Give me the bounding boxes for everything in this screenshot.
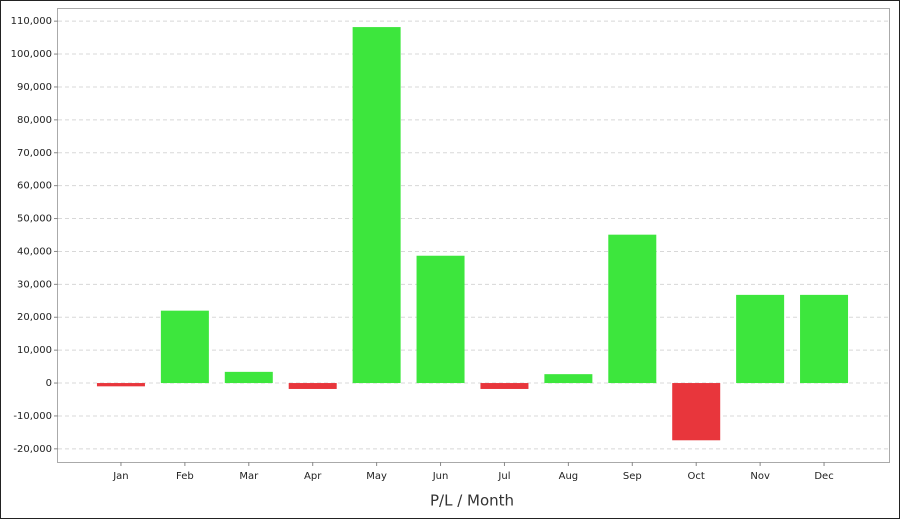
bar	[608, 234, 657, 384]
x-tick-label: Jun	[432, 471, 449, 482]
y-tick-label: 90,000	[17, 82, 52, 93]
x-tick-label: Jan	[112, 471, 128, 482]
bar	[544, 374, 593, 384]
y-tick-label: 0	[46, 378, 52, 389]
bar	[672, 383, 721, 441]
bar	[736, 294, 785, 384]
x-tick-label: Feb	[176, 471, 194, 482]
y-tick-label: 80,000	[17, 115, 52, 126]
bar	[96, 383, 145, 387]
y-tick-label: 110,000	[11, 16, 52, 27]
x-tick-label: Nov	[750, 471, 770, 482]
bar	[480, 383, 529, 389]
bar	[352, 27, 401, 384]
y-tick-label: 20,000	[17, 312, 52, 323]
bar	[288, 383, 337, 389]
x-tick-label: Apr	[304, 471, 322, 482]
x-tick-label: Mar	[239, 471, 259, 482]
y-tick-label: 70,000	[17, 148, 52, 159]
x-tick-label: Aug	[559, 471, 579, 482]
x-tick-label: Jul	[497, 471, 510, 482]
y-tick-label: 10,000	[17, 345, 52, 356]
x-tick-label: May	[366, 471, 387, 482]
y-tick-label: -20,000	[13, 444, 52, 455]
x-tick-label: Oct	[688, 471, 705, 482]
bar	[800, 294, 849, 384]
x-tick-label: Sep	[623, 471, 642, 482]
y-tick-label: 40,000	[17, 246, 52, 257]
x-tick-label: Dec	[814, 471, 833, 482]
bar	[224, 371, 273, 384]
y-tick-label: 60,000	[17, 181, 52, 192]
y-tick-label: -10,000	[13, 411, 52, 422]
plot-area	[57, 8, 890, 463]
bar	[416, 255, 465, 384]
bar	[160, 310, 209, 384]
x-axis-title: P/L / Month	[430, 492, 514, 510]
y-tick-label: 100,000	[11, 49, 52, 60]
y-tick-label: 50,000	[17, 214, 52, 225]
y-tick-label: 30,000	[17, 279, 52, 290]
